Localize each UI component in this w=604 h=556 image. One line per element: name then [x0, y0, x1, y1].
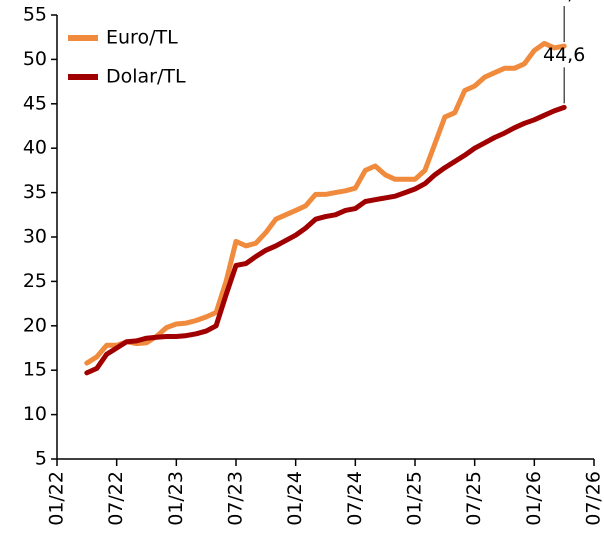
y-tick-label: 15	[23, 359, 47, 381]
y-tick-label: 40	[23, 137, 47, 159]
x-tick-label: 07/25	[463, 471, 485, 526]
y-tick-label: 55	[23, 4, 47, 26]
y-tick-label: 30	[23, 226, 47, 248]
series-line	[84, 104, 567, 376]
y-tick-label: 25	[23, 270, 47, 292]
x-tick-label: 07/24	[344, 471, 366, 526]
x-tick-label: 01/25	[404, 471, 426, 526]
x-tick-label: 01/22	[46, 471, 68, 526]
x-tick-label: 01/24	[284, 471, 306, 526]
y-tick-label: 10	[23, 403, 47, 425]
x-tick-label: 07/23	[225, 471, 247, 526]
legend-label: Euro/TL	[106, 27, 178, 49]
data-label: 51,5	[543, 0, 585, 5]
y-tick-label: 45	[23, 92, 47, 114]
x-tick-label: 07/22	[105, 471, 127, 526]
x-tick-label: 07/26	[583, 471, 604, 526]
x-tick-label: 01/26	[523, 471, 545, 526]
series-line	[84, 40, 567, 366]
y-tick-label: 20	[23, 314, 47, 336]
data-label: 44,6	[543, 44, 585, 66]
y-tick-label: 50	[23, 48, 47, 70]
y-tick-label: 5	[35, 448, 47, 470]
x-tick-label: 01/23	[165, 471, 187, 526]
legend-label: Dolar/TL	[106, 66, 186, 88]
y-tick-label: 35	[23, 181, 47, 203]
